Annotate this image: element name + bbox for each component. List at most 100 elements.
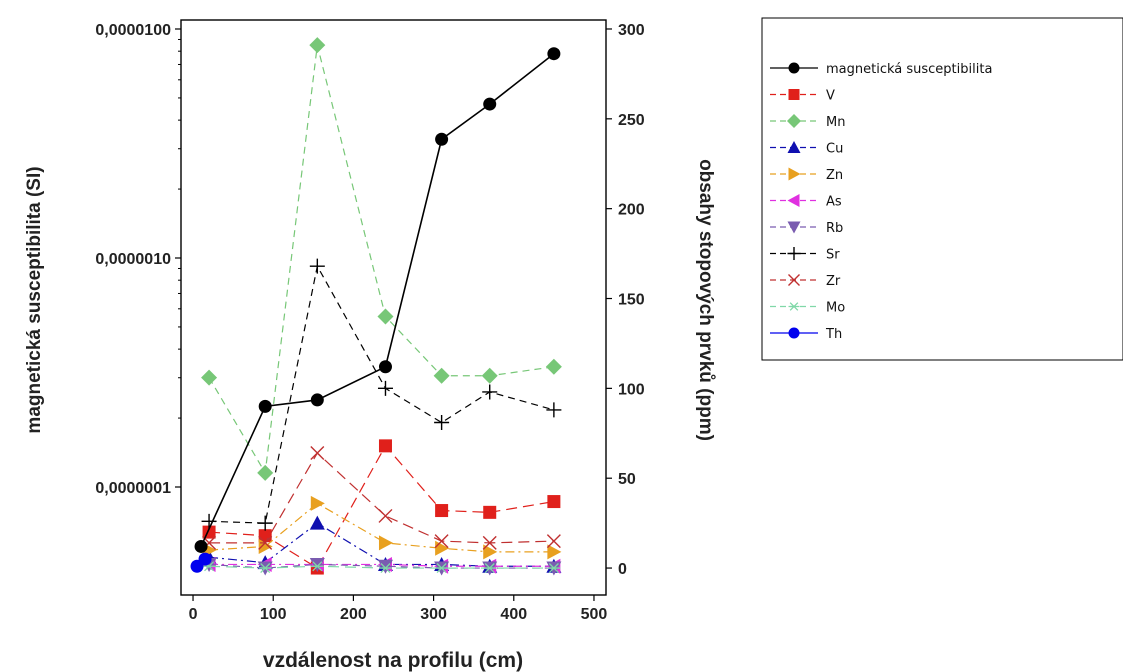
data-point-mn (257, 464, 274, 481)
data-point-magnetick-susceptibilita (435, 132, 449, 146)
data-point-mo (483, 563, 497, 574)
y-right-tick-label: 150 (618, 292, 645, 309)
y-right-tick-label: 250 (618, 112, 645, 129)
legend-label-th: Th (825, 327, 842, 342)
y-axis-right: 0 50 100 150 200 250 300 (606, 22, 645, 578)
legend-marker-th (788, 327, 800, 339)
legend-marker-rb (787, 221, 801, 234)
y-left-tick-label: 0,0000010 (95, 251, 171, 268)
legend-marker-mn (787, 114, 801, 128)
legend-marker-mo (788, 302, 800, 311)
data-point-mo (310, 561, 324, 572)
data-point-zn (547, 544, 562, 560)
x-axis: 0 100 200 300 400 500 (189, 595, 608, 623)
data-point-v (435, 504, 449, 518)
data-point-magnetick-susceptibilita (194, 539, 208, 553)
data-point-zr (310, 446, 325, 461)
data-point-sr (257, 515, 273, 531)
legend-item-mo: Mo (770, 301, 845, 316)
series-line-magnetick-susceptibilita (200, 53, 555, 547)
x-axis-label: vzdálenost na profilu (cm) (263, 649, 523, 672)
data-point-zn (378, 535, 393, 551)
y-left-tick-label: 0,0000001 (95, 480, 171, 497)
y-right-tick-label: 100 (618, 381, 645, 398)
data-point-zn (483, 544, 498, 560)
y-axis-left: 0,0000001 0,0000010 0,0000100 (95, 22, 181, 497)
data-point-mn (377, 308, 394, 325)
legend-label-zr: Zr (826, 274, 841, 289)
x-tick-label: 300 (420, 606, 447, 623)
data-point-zr (258, 535, 273, 550)
legend-marker-zr (788, 274, 800, 286)
data-point-rb (309, 557, 325, 572)
data-point-v (547, 495, 561, 509)
data-point-v (378, 439, 392, 453)
series-mn (201, 37, 562, 481)
data-point-sr (434, 415, 450, 430)
data-point-mo (258, 563, 272, 574)
legend-label-sr: Sr (826, 248, 840, 263)
legend-item-th: Th (770, 327, 842, 342)
y-left-tick-label: 0,0000100 (95, 22, 171, 39)
legend: magnetická susceptibilita V Mn Cu Zn As Rb Sr Zr… (770, 62, 992, 342)
y-axis-left-label: magnetická susceptibilita (SI) (24, 166, 45, 433)
data-point-mo (435, 563, 449, 574)
data-point-sr (482, 384, 498, 400)
data-point-mn (545, 358, 562, 375)
data-point-magnetick-susceptibilita (258, 399, 272, 413)
data-point-magnetick-susceptibilita (310, 393, 324, 407)
x-tick-label: 500 (581, 606, 608, 623)
data-point-mo (378, 563, 392, 574)
legend-label-mo: Mo (826, 301, 845, 316)
data-point-v (483, 505, 497, 519)
series-layer (190, 37, 562, 576)
y-axis-right-label: obsahy stopových prvků (ppm) (695, 159, 716, 441)
data-point-mo (547, 563, 561, 574)
legend-label-rb: Rb (826, 221, 843, 236)
legend-label-mn: Mn (826, 115, 845, 130)
legend-item-v: V (770, 89, 835, 104)
legend-label-zn: Zn (826, 168, 843, 183)
y-right-tick-label: 200 (618, 202, 645, 219)
data-point-mn (433, 367, 450, 384)
legend-marker-magnetick-susceptibilita (788, 62, 800, 74)
series-sr (201, 258, 562, 531)
legend-marker-as (787, 194, 800, 207)
series-zn (202, 495, 562, 560)
x-tick-label: 200 (340, 606, 367, 623)
legend-label-as: As (826, 195, 842, 210)
data-point-mn (481, 367, 498, 384)
legend-item-sr: Sr (770, 247, 840, 263)
series-magnetick-susceptibilita (194, 47, 561, 553)
legend-marker-cu (787, 141, 801, 153)
legend-item-cu: Cu (770, 141, 843, 157)
y-right-tick-label: 300 (618, 22, 645, 39)
series-v (202, 439, 561, 575)
legend-box (761, 17, 1123, 361)
legend-label-v: V (826, 89, 835, 104)
data-point-sr (201, 513, 217, 529)
legend-item-zn: Zn (770, 167, 843, 183)
legend-marker-sr (787, 247, 801, 260)
series-mo (202, 561, 561, 574)
data-point-zr (482, 535, 497, 550)
data-point-zr (434, 534, 449, 549)
data-point-rb (377, 559, 393, 574)
series-as (201, 556, 561, 574)
y-right-tick-label: 50 (618, 471, 636, 488)
x-tick-label: 400 (500, 606, 527, 623)
data-point-magnetick-susceptibilita (547, 47, 561, 61)
data-point-sr (377, 380, 393, 396)
data-point-cu (309, 515, 325, 530)
plot-frame (180, 19, 607, 596)
x-tick-label: 100 (260, 606, 287, 623)
series-th (190, 552, 212, 573)
data-point-zr (546, 534, 561, 549)
data-point-zn (435, 540, 450, 556)
data-point-sr (546, 402, 562, 418)
legend-label-cu: Cu (826, 142, 843, 157)
legend-item-zr: Zr (770, 274, 841, 289)
legend-item-as: As (770, 194, 842, 210)
series-line-sr (209, 264, 555, 524)
legend-item-magnetick-susceptibilita: magnetická susceptibilita (770, 62, 992, 77)
